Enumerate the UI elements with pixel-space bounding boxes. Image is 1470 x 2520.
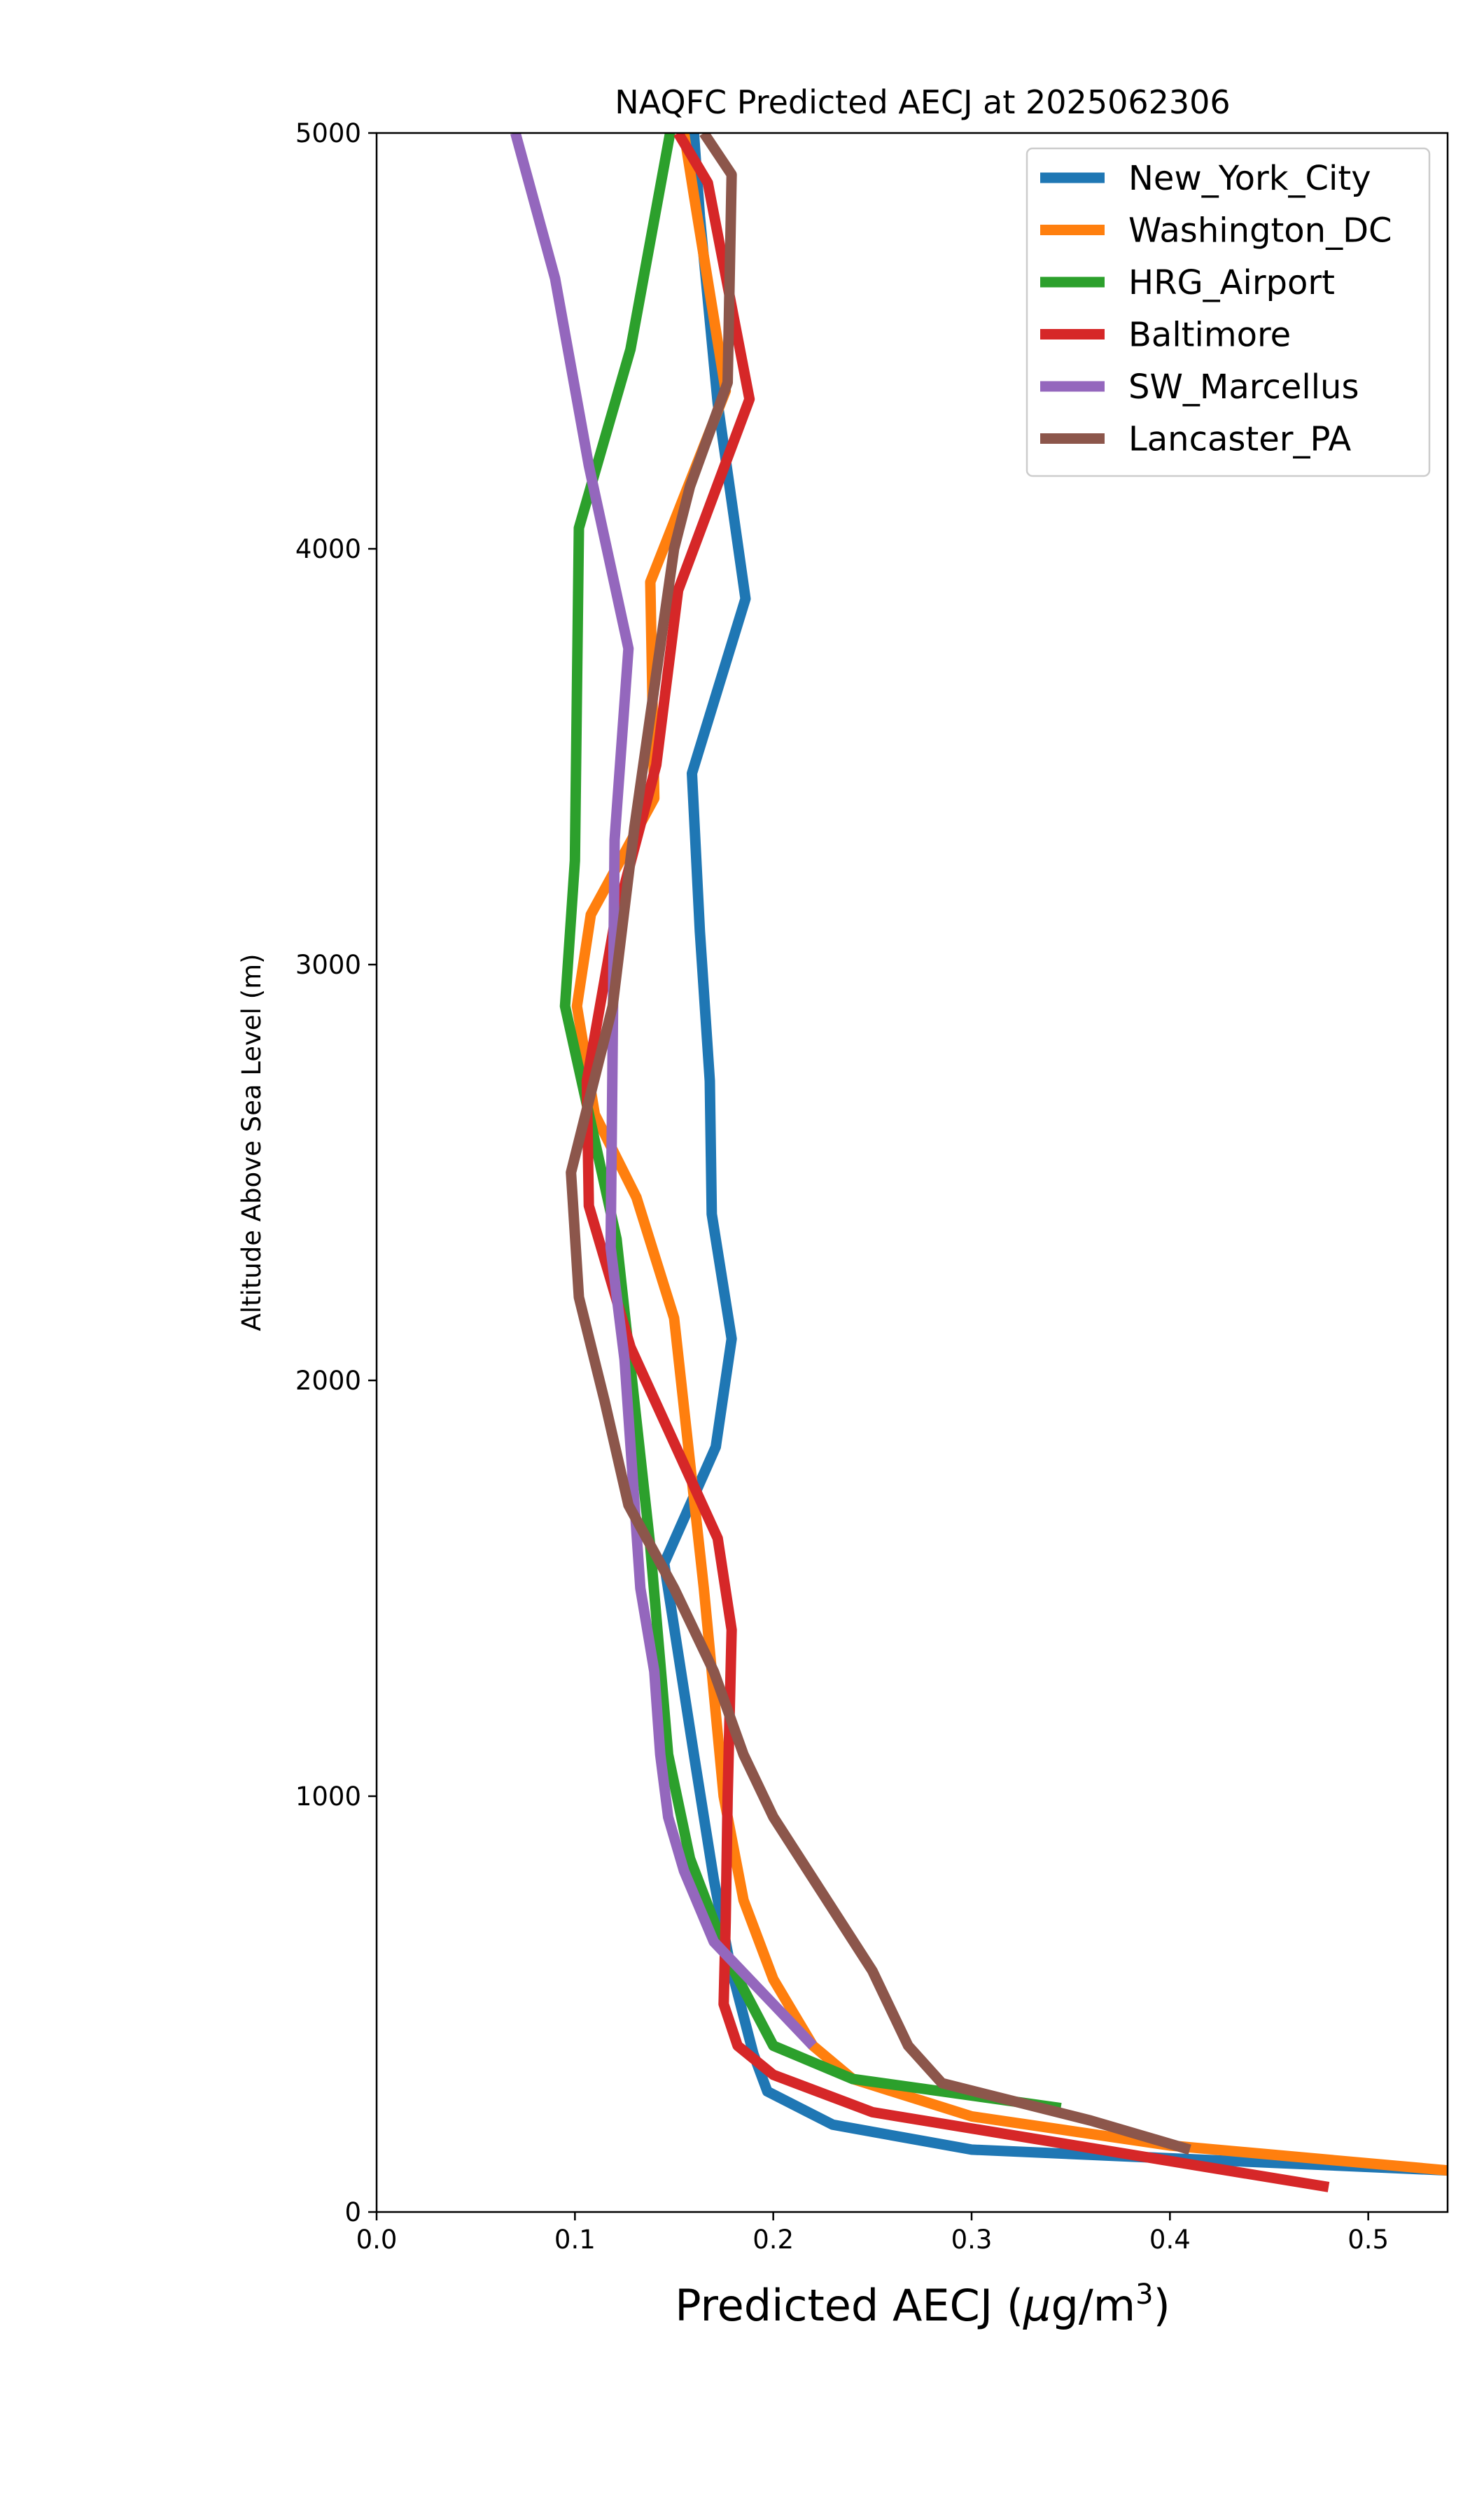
series-line-New_York_City <box>659 133 1448 2176</box>
chart-title: NAQFC Predicted AECJ at 2025062306 <box>615 83 1230 121</box>
series-line-Baltimore <box>581 133 1330 2192</box>
y-tick-label: 5000 <box>295 118 361 148</box>
x-axis-label-unit: g/m <box>1051 2280 1135 2331</box>
legend-label: SW_Marcellus <box>1128 368 1359 407</box>
x-tick-label: 0.3 <box>951 2225 993 2255</box>
legend-label: HRG_Airport <box>1128 263 1335 302</box>
y-tick-label: 2000 <box>295 1366 361 1396</box>
legend-label: Baltimore <box>1128 316 1291 355</box>
x-tick-label: 0.1 <box>554 2225 596 2255</box>
x-tick-label: 0.2 <box>752 2225 794 2255</box>
legend: New_York_City Washington_DC HRG_Airport Bal… <box>1026 147 1431 477</box>
x-axis-label-close: ) <box>1154 2280 1170 2331</box>
x-axis-ticks: 0.0 0.1 0.2 0.3 0.4 0.5 <box>356 2212 1389 2255</box>
x-axis-label: Predicted AECJ (μg/m3) <box>675 2278 1170 2331</box>
y-tick-label: 1000 <box>295 1782 361 1812</box>
y-tick-label: 3000 <box>295 950 361 980</box>
series-line-Lancaster_PA <box>566 133 1191 2155</box>
y-tick-label: 0 <box>344 2197 361 2227</box>
x-tick-label: 0.0 <box>356 2225 398 2255</box>
y-axis-ticks: 0 1000 2000 3000 4000 5000 <box>295 118 377 2227</box>
x-axis-label-sup: 3 <box>1135 2278 1153 2311</box>
plot-series <box>510 133 1448 2192</box>
legend-label: Washington_DC <box>1128 211 1392 251</box>
legend-label: Lancaster_PA <box>1128 420 1351 459</box>
x-axis-label-mu: μ <box>1023 2280 1051 2331</box>
series-line-SW_Marcellus <box>510 133 817 2050</box>
legend-items: New_York_City Washington_DC HRG_Airport Bal… <box>1040 159 1392 459</box>
x-tick-label: 0.4 <box>1149 2225 1191 2255</box>
y-tick-label: 4000 <box>295 534 361 564</box>
x-tick-label: 0.5 <box>1348 2225 1389 2255</box>
x-axis-label-main: Predicted AECJ ( <box>675 2280 1023 2331</box>
legend-label: New_York_City <box>1128 159 1371 198</box>
y-axis-label: Altitude Above Sea Level (m) <box>237 953 267 1331</box>
legend-box <box>1026 147 1431 477</box>
plot-frame <box>375 132 1449 2213</box>
